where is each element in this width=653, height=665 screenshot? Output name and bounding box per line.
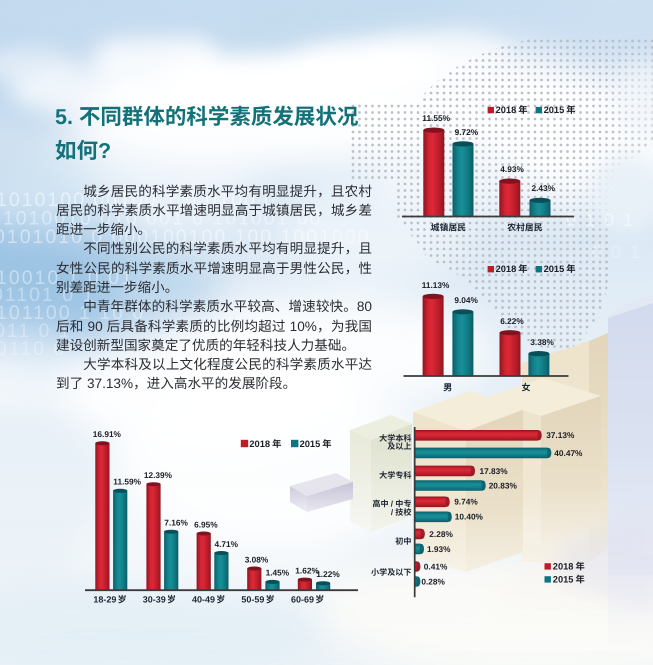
svg-text:1010100 00100 1 0 0100 0: 1010100 00100 1 0 0100 0 — [0, 189, 277, 211]
svg-text:0.41%: 0.41% — [424, 561, 448, 571]
svg-text:60-69岁: 60-69岁 — [291, 594, 324, 604]
svg-text:及以上: 及以上 — [387, 442, 411, 451]
svg-text:40.47%: 40.47% — [554, 448, 583, 458]
svg-text:高中 / 中专: 高中 / 中专 — [372, 499, 411, 508]
svg-text:0110 0: 0110 0 — [0, 338, 66, 360]
svg-text:10.40%: 10.40% — [455, 512, 484, 522]
svg-text:17.83%: 17.83% — [480, 466, 509, 476]
svg-text:9.74%: 9.74% — [454, 497, 478, 507]
svg-text:大学专科: 大学专科 — [379, 471, 411, 480]
svg-text:50-59岁: 50-59岁 — [241, 594, 274, 604]
svg-text:小学及以下: 小学及以下 — [371, 568, 411, 577]
svg-text:1.22%: 1.22% — [316, 569, 340, 579]
svg-text:女: 女 — [521, 383, 530, 393]
svg-text:37.13%: 37.13% — [546, 430, 575, 440]
svg-text:大学本科: 大学本科 — [379, 434, 411, 443]
svg-text:11.55%: 11.55% — [422, 113, 450, 123]
svg-text:4.93%: 4.93% — [500, 164, 524, 174]
svg-text:城镇居民: 城镇居民 — [431, 223, 466, 233]
svg-text:0101010 0 000100100 100 100100: 0101010 0 000100100 100 1001000 — [0, 226, 371, 248]
svg-text:12.39%: 12.39% — [144, 470, 173, 480]
svg-text:2.28%: 2.28% — [429, 529, 453, 539]
svg-text:011 0 1: 011 0 1 — [0, 320, 72, 342]
svg-text:11.59%: 11.59% — [113, 477, 141, 487]
svg-text:初中: 初中 — [395, 537, 411, 546]
svg-text:6.22%: 6.22% — [500, 316, 524, 326]
svg-text:01010010 010 001 0 101001 00: 01010010 010 001 0 101001 00 — [0, 208, 323, 230]
svg-text:1.45%: 1.45% — [266, 568, 290, 578]
svg-text:18-29岁: 18-29岁 — [93, 594, 126, 604]
svg-text:7.16%: 7.16% — [164, 518, 188, 528]
svg-text:农村居民: 农村居民 — [507, 223, 542, 233]
svg-text:11.13%: 11.13% — [422, 280, 450, 290]
svg-text:1.93%: 1.93% — [427, 544, 451, 554]
svg-text:9.04%: 9.04% — [454, 295, 478, 305]
svg-text:101100 1 10 0: 101100 1 10 0 — [0, 302, 145, 324]
svg-text:1.62%: 1.62% — [295, 565, 319, 575]
svg-text:3.08%: 3.08% — [245, 554, 269, 564]
svg-text:0.28%: 0.28% — [421, 576, 445, 586]
svg-text:4.71%: 4.71% — [215, 539, 239, 549]
svg-text:10010 1 0 01: 10010 1 0 01 — [0, 267, 134, 289]
svg-text:0 1 0 1: 0 1 0 1 — [566, 210, 635, 230]
svg-text:6.95%: 6.95% — [194, 519, 218, 529]
svg-text:0 0 1: 0 0 1 — [592, 242, 642, 262]
svg-text:20.83%: 20.83% — [489, 480, 518, 490]
svg-text:/ 技校: / 技校 — [391, 508, 412, 517]
svg-text:40-49岁: 40-49岁 — [192, 594, 225, 604]
svg-text:3.38%: 3.38% — [530, 337, 554, 347]
svg-text:16.91%: 16.91% — [93, 429, 122, 439]
svg-text:01101 0 1: 01101 0 1 — [0, 284, 95, 306]
svg-text:2.43%: 2.43% — [532, 183, 556, 193]
svg-text:30-39岁: 30-39岁 — [143, 594, 176, 604]
svg-text:9.72%: 9.72% — [455, 127, 479, 137]
svg-text:男: 男 — [443, 383, 452, 393]
